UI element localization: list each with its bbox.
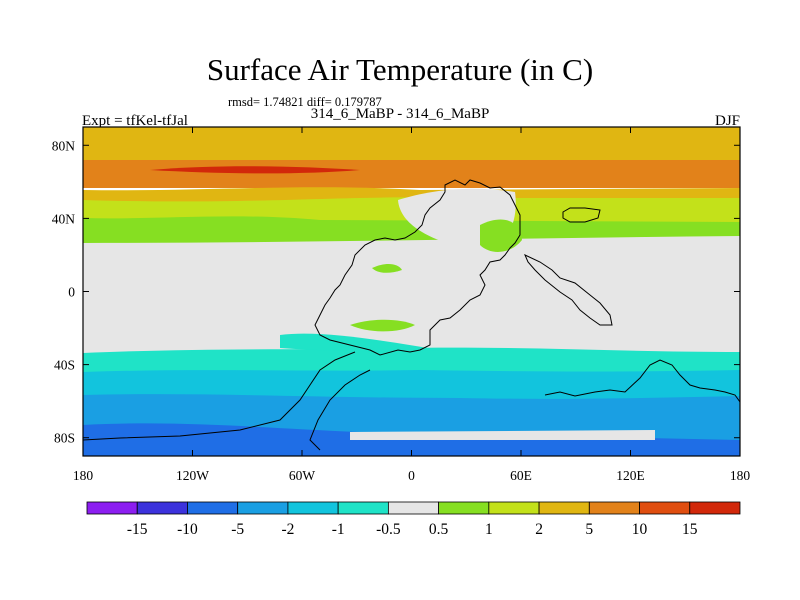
y-axis: 80N 40N 0 40S 80S (52, 138, 740, 446)
coastlines (83, 179, 740, 451)
colorbar-swatch (538, 501, 590, 515)
colorbar-level-label: 2 (535, 521, 543, 538)
y-tick-label: 80N (52, 138, 76, 153)
colorbar-level-label: -1 (332, 521, 345, 538)
chart-title: Surface Air Temperature (in C) (206, 52, 594, 87)
green-patch-north (480, 219, 522, 252)
continent-outline-main (314, 179, 521, 356)
southwest-coast-outline (83, 351, 356, 441)
colorbar-level-label: 10 (632, 521, 648, 538)
colorbar-swatch (337, 501, 389, 515)
band-neutral (83, 236, 740, 355)
colorbar-swatch (488, 501, 540, 515)
x-tick-label: 120E (616, 468, 645, 483)
colorbar-swatch (387, 501, 440, 515)
x-tick-label: 120W (176, 468, 209, 483)
colorbar-swatch (639, 501, 691, 515)
colorbar-level-label: -2 (281, 521, 294, 538)
colorbar-level-label: 15 (682, 521, 698, 538)
x-tick-label: 60E (510, 468, 532, 483)
green-patch-equator (372, 264, 402, 273)
y-tick-label: 40N (52, 211, 76, 226)
colorbar-swatch (187, 501, 239, 515)
colorbar: -15 -10 -5 -2 -1 -0.5 0.5 1 2 5 10 15 (86, 501, 741, 538)
colorbar-swatch (689, 501, 741, 515)
colorbar-swatch (86, 501, 138, 515)
island-chain-outline (524, 253, 613, 326)
y-tick-label: 80S (54, 431, 75, 446)
x-tick-label: 180 (73, 468, 94, 483)
x-tick-label: 180 (730, 468, 751, 483)
season-label: DJF (714, 113, 740, 129)
colorbar-swatch (438, 501, 490, 515)
y-tick-label: 40S (54, 358, 75, 373)
warm-spot-north (150, 166, 360, 174)
colorbar-swatch (136, 501, 188, 515)
colorbar-swatch (237, 501, 289, 515)
x-axis: 180 120W 60W 0 60E 120E 180 (73, 127, 751, 483)
experiment-label: Expt = tfKel-tfJal (82, 113, 188, 129)
teal-patch-south (280, 333, 440, 352)
temperature-field (83, 127, 740, 456)
rmsd-diff-stats: rmsd= 1.74821 diff= 0.179787 (228, 95, 382, 109)
band-10-to-15 (83, 160, 740, 188)
colorbar-level-label: -10 (177, 521, 198, 538)
southeast-coast-outline (544, 359, 740, 403)
colorbar-level-label: -5 (231, 521, 244, 538)
colorbar-level-label: -15 (127, 521, 148, 538)
colorbar-level-label: 0.5 (429, 521, 449, 538)
x-tick-label: 60W (289, 468, 316, 483)
y-tick-label: 0 (68, 285, 75, 300)
neutral-strip-antarctica (350, 430, 655, 440)
colorbar-level-label: 1 (485, 521, 493, 538)
colorbar-level-label: 5 (585, 521, 593, 538)
colorbar-swatch (588, 501, 640, 515)
run-comparison-label: 314_6_MaBP - 314_6_MaBP (310, 106, 490, 122)
green-patch-south (350, 319, 415, 332)
colorbar-swatch (287, 501, 339, 515)
x-tick-label: 0 (408, 468, 415, 483)
colorbar-level-label: -0.5 (376, 521, 401, 538)
northeast-island-outline (562, 207, 601, 223)
band-05-to-1 (83, 216, 740, 245)
peninsula-outline (309, 369, 371, 451)
